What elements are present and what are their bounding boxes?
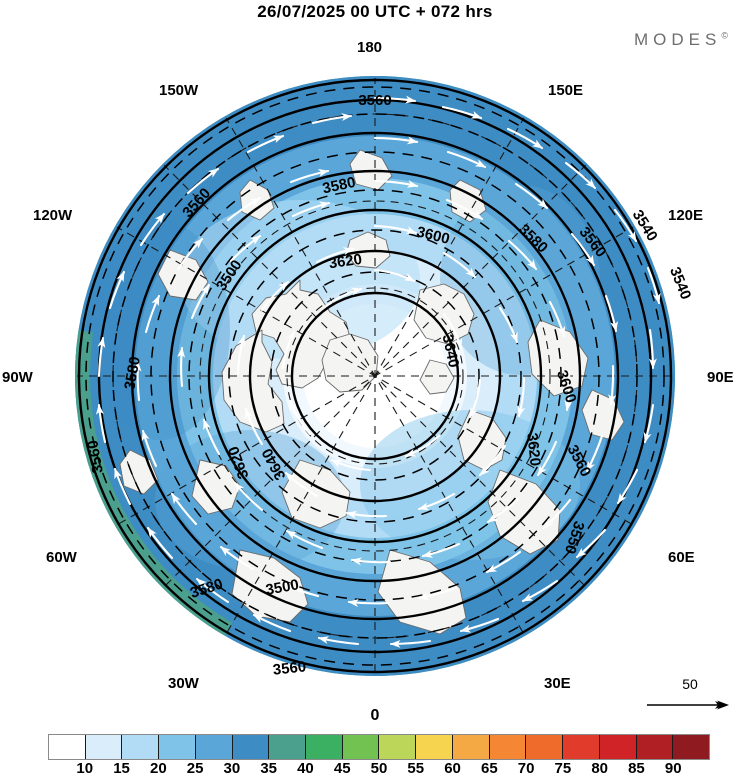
polar-map-svg: 3560 3580 3600 3620 3560 3500 3580 3560 … bbox=[75, 76, 694, 679]
colorbar-cell bbox=[526, 735, 564, 759]
height-contours bbox=[77, 78, 673, 674]
colorbar-cell bbox=[563, 735, 600, 759]
colorbar-cell bbox=[159, 735, 196, 759]
lon-label-60w: 60W bbox=[46, 549, 77, 566]
graticule bbox=[77, 78, 673, 674]
coastlines bbox=[119, 149, 625, 635]
svg-text:3540: 3540 bbox=[666, 265, 694, 302]
colorbar-tick-label: 15 bbox=[113, 760, 130, 777]
colorbar-cell bbox=[306, 735, 343, 759]
colorbar-cell bbox=[489, 735, 527, 759]
colorbar-tick-label: 60 bbox=[444, 760, 461, 777]
page-title: 26/07/2025 00 UTC + 072 hrs bbox=[257, 2, 493, 21]
colorbar-cell bbox=[599, 735, 637, 759]
wind-arrows bbox=[95, 95, 661, 648]
modes-logo: MODES© bbox=[634, 30, 728, 50]
colorbar-cell bbox=[636, 735, 674, 759]
svg-text:3620: 3620 bbox=[328, 251, 363, 272]
colorbar-tick-label: 10 bbox=[76, 760, 94, 777]
colorbar bbox=[48, 734, 710, 760]
vector-scale-value: 50 bbox=[682, 676, 698, 692]
colorbar-tick-label: 45 bbox=[333, 760, 351, 777]
polar-map: 3560 3580 3600 3620 3560 3500 3580 3560 … bbox=[0, 30, 750, 702]
lon-label-90w: 90W bbox=[2, 369, 33, 386]
lon-label-30w: 30W bbox=[168, 675, 199, 692]
colorbar-cell bbox=[269, 735, 307, 759]
colorbar-tick-label: 20 bbox=[149, 760, 167, 777]
colorbar-cell bbox=[379, 735, 417, 759]
arrow-right-icon bbox=[647, 700, 729, 710]
lon-label-120e: 120E bbox=[668, 207, 704, 224]
colorbar-ticks: 10 15 20 25 30 35 40 45 50 55 60 65 70 75 80 85 90 bbox=[0, 760, 750, 782]
colorbar-tick-label: 80 bbox=[591, 760, 608, 777]
colorbar-tick-label: 25 bbox=[186, 760, 204, 777]
svg-text:3560: 3560 bbox=[272, 658, 307, 678]
colorbar-tick-label: 35 bbox=[260, 760, 277, 777]
svg-text:3620: 3620 bbox=[523, 432, 543, 467]
colorbar-cell bbox=[416, 735, 453, 759]
svg-text:3500: 3500 bbox=[264, 576, 300, 599]
colorbar-cell bbox=[232, 735, 270, 759]
colorbar-cell bbox=[122, 735, 160, 759]
lon-label-0: 0 bbox=[370, 707, 380, 724]
colorbar-cell bbox=[342, 735, 380, 759]
colorbar-tick-label: 40 bbox=[297, 760, 314, 777]
modes-logo-text: MODES bbox=[634, 30, 722, 49]
lon-label-60e: 60E bbox=[668, 549, 695, 566]
colorbar-cell bbox=[452, 735, 490, 759]
lon-label-150w: 150W bbox=[159, 82, 199, 99]
colorbar-tick-label: 55 bbox=[407, 760, 425, 777]
colorbar-cell bbox=[85, 735, 123, 759]
svg-text:3640: 3640 bbox=[439, 333, 463, 369]
intermediate-contours bbox=[85, 86, 665, 666]
colorbar-tick-label: 70 bbox=[517, 760, 535, 777]
colorbar-tick-label: 50 bbox=[370, 760, 388, 777]
lon-label-180: 180 bbox=[357, 39, 383, 56]
svg-text:3560: 3560 bbox=[84, 439, 107, 475]
colorbar-tick-label: 30 bbox=[223, 760, 241, 777]
svg-text:3580: 3580 bbox=[121, 355, 144, 391]
colorbar-tick-label: 65 bbox=[480, 760, 498, 777]
copyright-icon: © bbox=[721, 30, 728, 41]
colorbar-tick-label: 90 bbox=[664, 760, 682, 777]
lon-label-30e: 30E bbox=[544, 675, 571, 692]
colorbar-tick-label: 85 bbox=[628, 760, 645, 777]
lon-label-90e: 90E bbox=[707, 369, 734, 386]
colorbar-cell bbox=[195, 735, 233, 759]
colorbar-cell bbox=[673, 735, 709, 759]
lon-label-150e: 150E bbox=[548, 82, 584, 99]
svg-text:3560: 3560 bbox=[358, 92, 391, 109]
colorbar-tick-label: 75 bbox=[554, 760, 572, 777]
svg-text:3580: 3580 bbox=[321, 174, 357, 198]
colorbar-cell bbox=[49, 735, 86, 759]
lon-label-120w: 120W bbox=[33, 207, 73, 224]
vector-scale: 50 bbox=[645, 676, 735, 710]
